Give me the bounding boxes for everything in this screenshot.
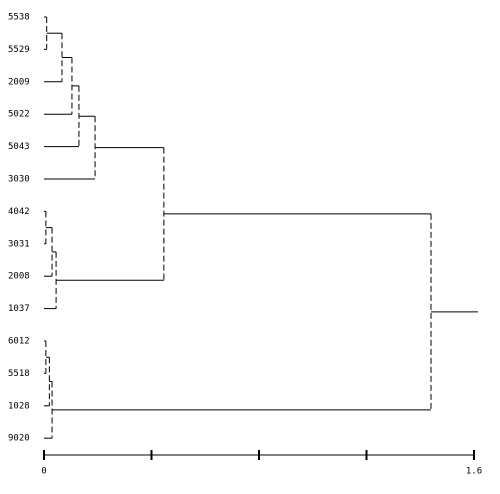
leaf-label: 4042 bbox=[8, 207, 30, 217]
leaf-label: 5518 bbox=[8, 369, 30, 379]
leaf-label: 5529 bbox=[8, 45, 30, 55]
x-tick-label: 1.6 bbox=[466, 467, 482, 477]
x-tick-label: 0 bbox=[41, 467, 46, 477]
leaf-label: 2009 bbox=[8, 77, 30, 87]
leaf-label: 5022 bbox=[8, 110, 30, 120]
leaf-label: 5538 bbox=[8, 13, 30, 23]
leaf-label: 9020 bbox=[8, 434, 30, 444]
leaf-label: 5043 bbox=[8, 142, 30, 152]
leaf-label: 3030 bbox=[8, 175, 30, 185]
leaf-label: 2008 bbox=[8, 272, 30, 282]
leaf-label: 1037 bbox=[8, 304, 30, 314]
leaf-label: 1028 bbox=[8, 401, 30, 411]
leaf-label: 6012 bbox=[8, 337, 30, 347]
leaf-label: 3031 bbox=[8, 239, 30, 249]
